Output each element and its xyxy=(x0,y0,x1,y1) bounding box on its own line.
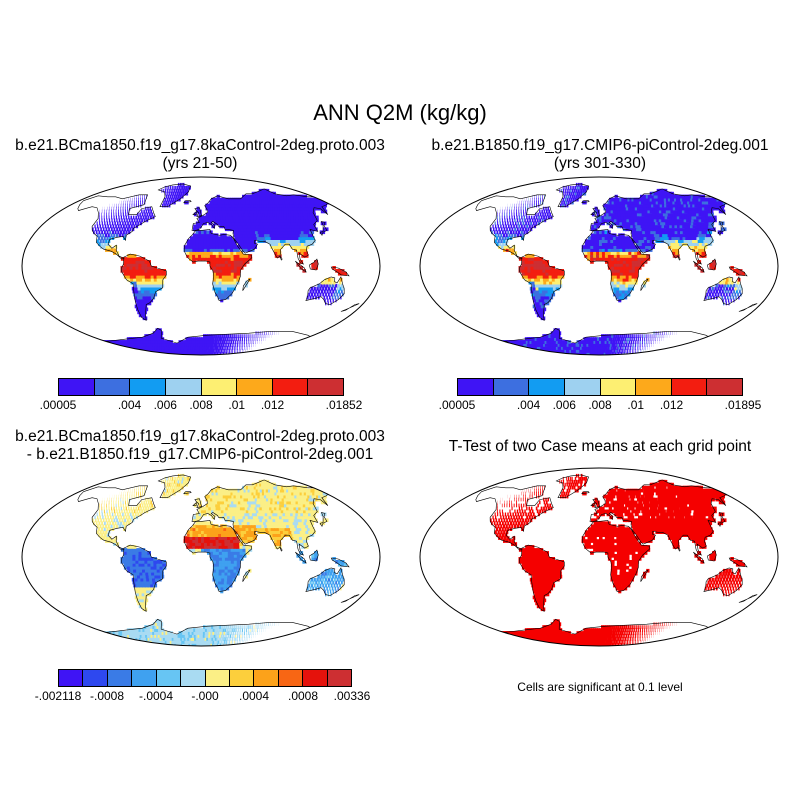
colorbar-swatch xyxy=(165,379,202,395)
colorbar-tick-label: -.0004 xyxy=(138,689,174,703)
colorbar-tick-label: .006 xyxy=(552,398,576,412)
colorbar-tick-label: .006 xyxy=(153,398,177,412)
colorbar-swatch xyxy=(59,379,95,395)
panel-3-title-line1: b.e21.BCma1850.f19_g17.8kaControl-2deg.p… xyxy=(15,428,385,445)
colorbar-swatch xyxy=(94,379,131,395)
colorbar-swatch xyxy=(272,379,309,395)
colorbar-tick-label: -.000 xyxy=(191,689,219,703)
panel-1-title: b.e21.BCma1850.f19_g17.8kaControl-2deg.p… xyxy=(0,137,400,173)
colorbar-swatch xyxy=(600,379,637,395)
colorbar-swatch xyxy=(308,379,343,395)
colorbar-swatch xyxy=(636,379,672,395)
colorbar-swatch xyxy=(529,379,565,395)
panel-1-title-line2: (yrs 21-50) xyxy=(162,154,238,172)
colorbar-panel-3 xyxy=(58,669,352,687)
colorbar-swatch xyxy=(458,379,494,395)
colorbar-swatch xyxy=(83,670,108,686)
panel-4-title: T-Test of two Case means at each grid po… xyxy=(400,438,800,456)
colorbar-swatch xyxy=(564,379,601,395)
figure-title: ANN Q2M (kg/kg) xyxy=(313,100,487,125)
colorbar-swatch xyxy=(156,670,182,686)
map-boundary xyxy=(21,467,381,647)
panel-2-title: b.e21.B1850.f19_g17.CMIP6-piControl-2deg… xyxy=(400,137,800,173)
panel-2-title-line2: (yrs 301-330) xyxy=(553,154,647,172)
colorbar-swatch xyxy=(303,670,328,686)
colorbar-tick-label: .004 xyxy=(516,398,541,412)
colorbar-tick-label: .004 xyxy=(117,398,142,412)
colorbar-tick-label: .008 xyxy=(189,398,213,412)
colorbar-swatch xyxy=(229,670,255,686)
colorbar-swatch xyxy=(237,379,273,395)
colorbar-tick-label: -.002118 xyxy=(34,689,82,703)
panel-4-title-line1: T-Test of two Case means at each grid po… xyxy=(448,438,752,455)
colorbar-swatch xyxy=(107,670,133,686)
map-panel-3 xyxy=(21,467,381,647)
colorbar-tick-label: .012 xyxy=(659,398,684,412)
colorbar-swatch xyxy=(671,379,708,395)
colorbar-tick-label: .01 xyxy=(627,398,645,412)
colorbar-swatch xyxy=(205,670,230,686)
colorbar-swatch xyxy=(181,670,206,686)
colorbar-swatch xyxy=(278,670,304,686)
colorbar-tick-label: .012 xyxy=(260,398,285,412)
map-boundary xyxy=(419,176,779,356)
colorbar-tick-label: .008 xyxy=(588,398,612,412)
colorbar-tick-label: .00005 xyxy=(438,398,476,412)
map-boundary xyxy=(419,467,779,647)
colorbar-tick-label: -.0008 xyxy=(89,689,125,703)
colorbar-ticks-panel-1: .00005 .004 .006 .008 .01 .012 .01852 xyxy=(40,398,363,414)
land-cells xyxy=(92,473,347,646)
colorbar-swatch xyxy=(132,670,157,686)
colorbar-swatch xyxy=(201,379,238,395)
coastlines xyxy=(475,183,758,355)
land-cells xyxy=(92,182,347,355)
panel-2-title-line1: b.e21.B1850.f19_g17.CMIP6-piControl-2deg… xyxy=(431,137,769,154)
colorbar-ticks-panel-2: .00005 .004 .006 .008 .01 .012 .01895 xyxy=(439,398,762,414)
colorbar-tick-label: .00336 xyxy=(333,689,371,703)
land-cells xyxy=(490,473,745,646)
map-panel-1 xyxy=(21,176,381,356)
colorbar-tick-label: .01895 xyxy=(724,398,762,412)
colorbar-swatch xyxy=(254,670,279,686)
colorbar-tick-label: .01 xyxy=(228,398,246,412)
colorbar-tick-label: .00005 xyxy=(39,398,77,412)
colorbar-panel-1 xyxy=(58,378,344,396)
land-cells xyxy=(490,182,745,355)
panel-3-title: b.e21.BCma1850.f19_g17.8kaControl-2deg.p… xyxy=(0,428,400,464)
ttest-note: Cells are significant at 0.1 level xyxy=(517,680,683,694)
colorbar-tick-label: .01852 xyxy=(325,398,363,412)
colorbar-swatch xyxy=(707,379,742,395)
colorbar-swatch xyxy=(130,379,166,395)
map-panel-4 xyxy=(419,467,779,647)
colorbar-swatch xyxy=(59,670,84,686)
colorbar-ticks-panel-3: -.002118 -.0008 -.0004 -.000 .0004 .0008 .0033… xyxy=(35,689,371,705)
map-panel-2 xyxy=(419,176,779,356)
colorbar-tick-label: .0008 xyxy=(287,689,319,703)
panel-3-title-line2: - b.e21.B1850.f19_g17.CMIP6-piControl-2d… xyxy=(26,445,374,463)
colorbar-panel-2 xyxy=(457,378,743,396)
colorbar-swatch xyxy=(493,379,530,395)
map-boundary xyxy=(21,176,381,356)
colorbar-tick-label: .0004 xyxy=(238,689,270,703)
panel-1-title-line1: b.e21.BCma1850.f19_g17.8kaControl-2deg.p… xyxy=(15,137,385,154)
colorbar-swatch xyxy=(327,670,352,686)
